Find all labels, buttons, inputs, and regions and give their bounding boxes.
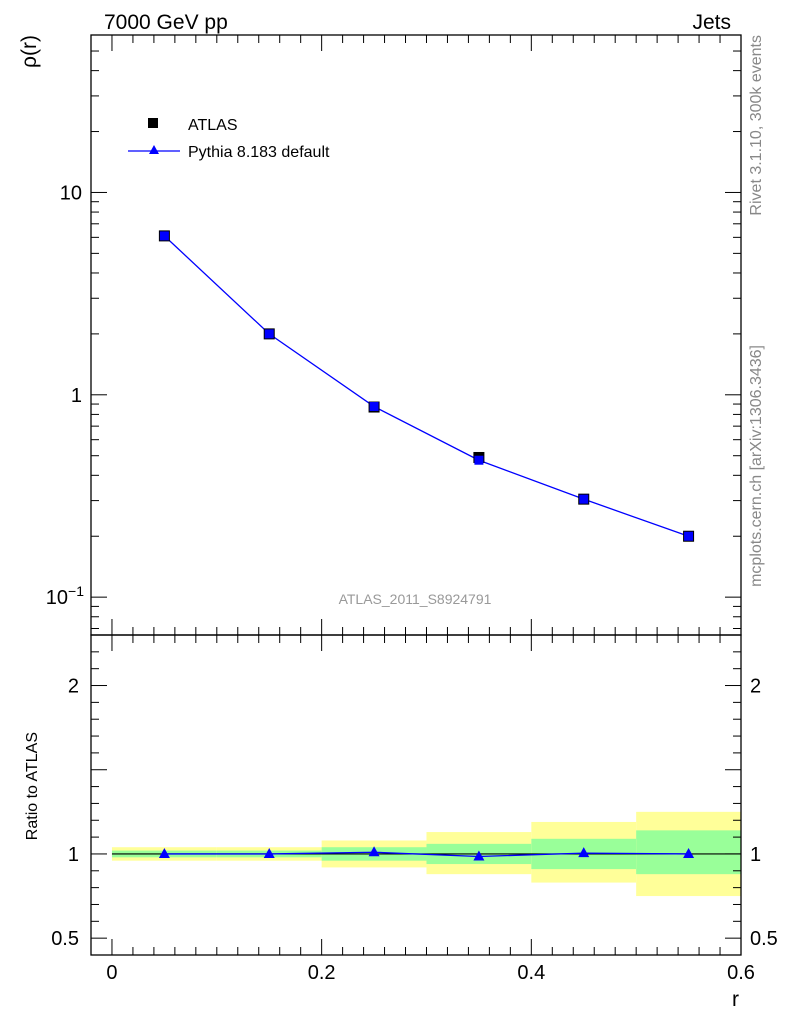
analysis-watermark: ATLAS_2011_S8924791	[339, 591, 492, 607]
main-ylabel: ρ(r)	[18, 35, 41, 68]
plot-title-right: Jets	[692, 11, 731, 34]
ratio-y-tick-label-left-1: 1	[68, 844, 79, 866]
ratio-frame	[90, 634, 742, 956]
legend-atlas-marker	[148, 118, 158, 128]
pythia-point	[474, 455, 484, 465]
pythia-line	[163, 235, 689, 537]
legend-pythia-label: Pythia 8.183 default	[188, 144, 330, 161]
ratio-pythia-point	[683, 847, 695, 858]
ratio-pythia-point	[158, 847, 170, 858]
main-y-tick-label-1: 1	[71, 385, 82, 407]
x-tick-label-2: 0.4	[517, 962, 545, 984]
xlabel: r	[732, 988, 739, 1011]
ratio-y-tick-label-left-0: 0.5	[51, 928, 79, 950]
legend-atlas-label: ATLAS	[188, 117, 238, 134]
pythia-point	[579, 494, 589, 504]
mcplots-side-text: mcplots.cern.ch [arXiv:1306.3436]	[748, 345, 765, 587]
ratio-y-tick-label-right-2: 2	[750, 676, 761, 698]
ratio-pythia-point	[263, 847, 275, 858]
legend: ATLAS Pythia 8.183 default	[128, 117, 330, 161]
ratio-pythia-point	[578, 847, 590, 858]
main-y-tick-label-2: 10	[60, 182, 82, 204]
x-tick-label-1: 0.2	[308, 962, 336, 984]
pythia-point	[159, 231, 169, 241]
plot-title-left: 7000 GeV pp	[104, 11, 228, 34]
ratio-pythia-point	[368, 846, 380, 857]
ratio-pythia-point	[473, 850, 485, 861]
ratio-ylabel: Ratio to ATLAS	[24, 732, 41, 840]
pythia-point	[264, 329, 274, 339]
legend-pythia-marker	[149, 145, 159, 154]
axes: 0 0.2 0.4 0.6 10−1 1 10 0.5 0.5 1 1 2 2	[46, 34, 778, 984]
series	[158, 230, 695, 861]
pythia-point	[369, 402, 379, 412]
ratio-y-tick-label-right-0: 0.5	[750, 928, 778, 950]
ratio-pythia-line	[164, 851, 689, 858]
ratio-y-tick-label-left-2: 2	[68, 676, 79, 698]
main-y-tick-label-0: 10−1	[46, 583, 84, 609]
pythia-point	[684, 531, 694, 541]
x-tick-label-3: 0.6	[727, 962, 755, 984]
x-tick-label-0: 0	[106, 962, 117, 984]
rivet-side-text: Rivet 3.1.10, 300k events	[748, 35, 765, 216]
ratio-y-tick-label-right-1: 1	[750, 844, 761, 866]
